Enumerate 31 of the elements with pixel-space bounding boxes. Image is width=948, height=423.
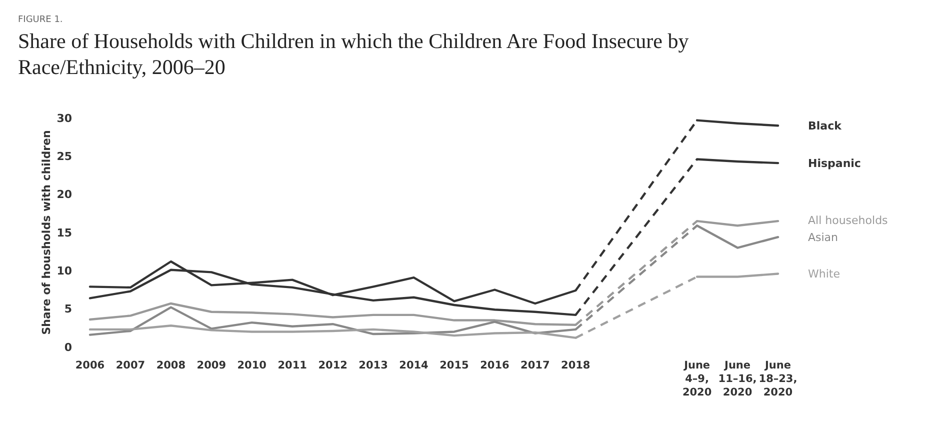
- y-tick-label: 20: [56, 188, 72, 202]
- x-tick-label: June 11–16, 2020: [718, 359, 757, 399]
- y-tick-label: 25: [56, 150, 72, 164]
- x-tick-label: 2013: [358, 359, 388, 372]
- text: Asian: [808, 230, 838, 244]
- x-tick-label: 2010: [237, 359, 266, 372]
- x-tick-label: 2008: [156, 359, 186, 372]
- chart-title: Share of Households with Children in which the Children Are Food Insecure by Race/Ethnicity, 2006–20: [18, 29, 690, 79]
- x-tick-label: 2017: [520, 359, 550, 372]
- caption: FIGURE 1.: [18, 15, 63, 25]
- text: White: [808, 268, 840, 281]
- y-tick-label: 10: [56, 264, 72, 278]
- x-tick-label: 2018: [561, 359, 590, 372]
- x-tick-label: 2009: [196, 359, 226, 372]
- x-tick-label: 2015: [440, 359, 469, 372]
- y-tick-label: 15: [56, 226, 72, 240]
- x-tick-label: June 18–23, 2020: [758, 359, 798, 399]
- x-tick-label: 2006: [75, 359, 105, 372]
- text: Hispanic: [808, 156, 861, 170]
- y-tick-label: 30: [56, 112, 72, 125]
- y-tick-label: 0: [64, 340, 72, 354]
- x-tick-label: June 4–9, 2020: [682, 359, 712, 399]
- x-tick-label: 2012: [318, 359, 348, 372]
- x-tick-label: 2016: [480, 359, 510, 372]
- y-tick-label: 5: [64, 302, 72, 316]
- x-tick-label: 2007: [116, 359, 146, 372]
- text: Black: [808, 119, 842, 132]
- x-tick-label: 2014: [399, 359, 428, 372]
- y-axis-title: Share of housholds with children: [40, 130, 53, 335]
- text: All households: [808, 214, 888, 227]
- x-tick-label: 2011: [278, 359, 307, 372]
